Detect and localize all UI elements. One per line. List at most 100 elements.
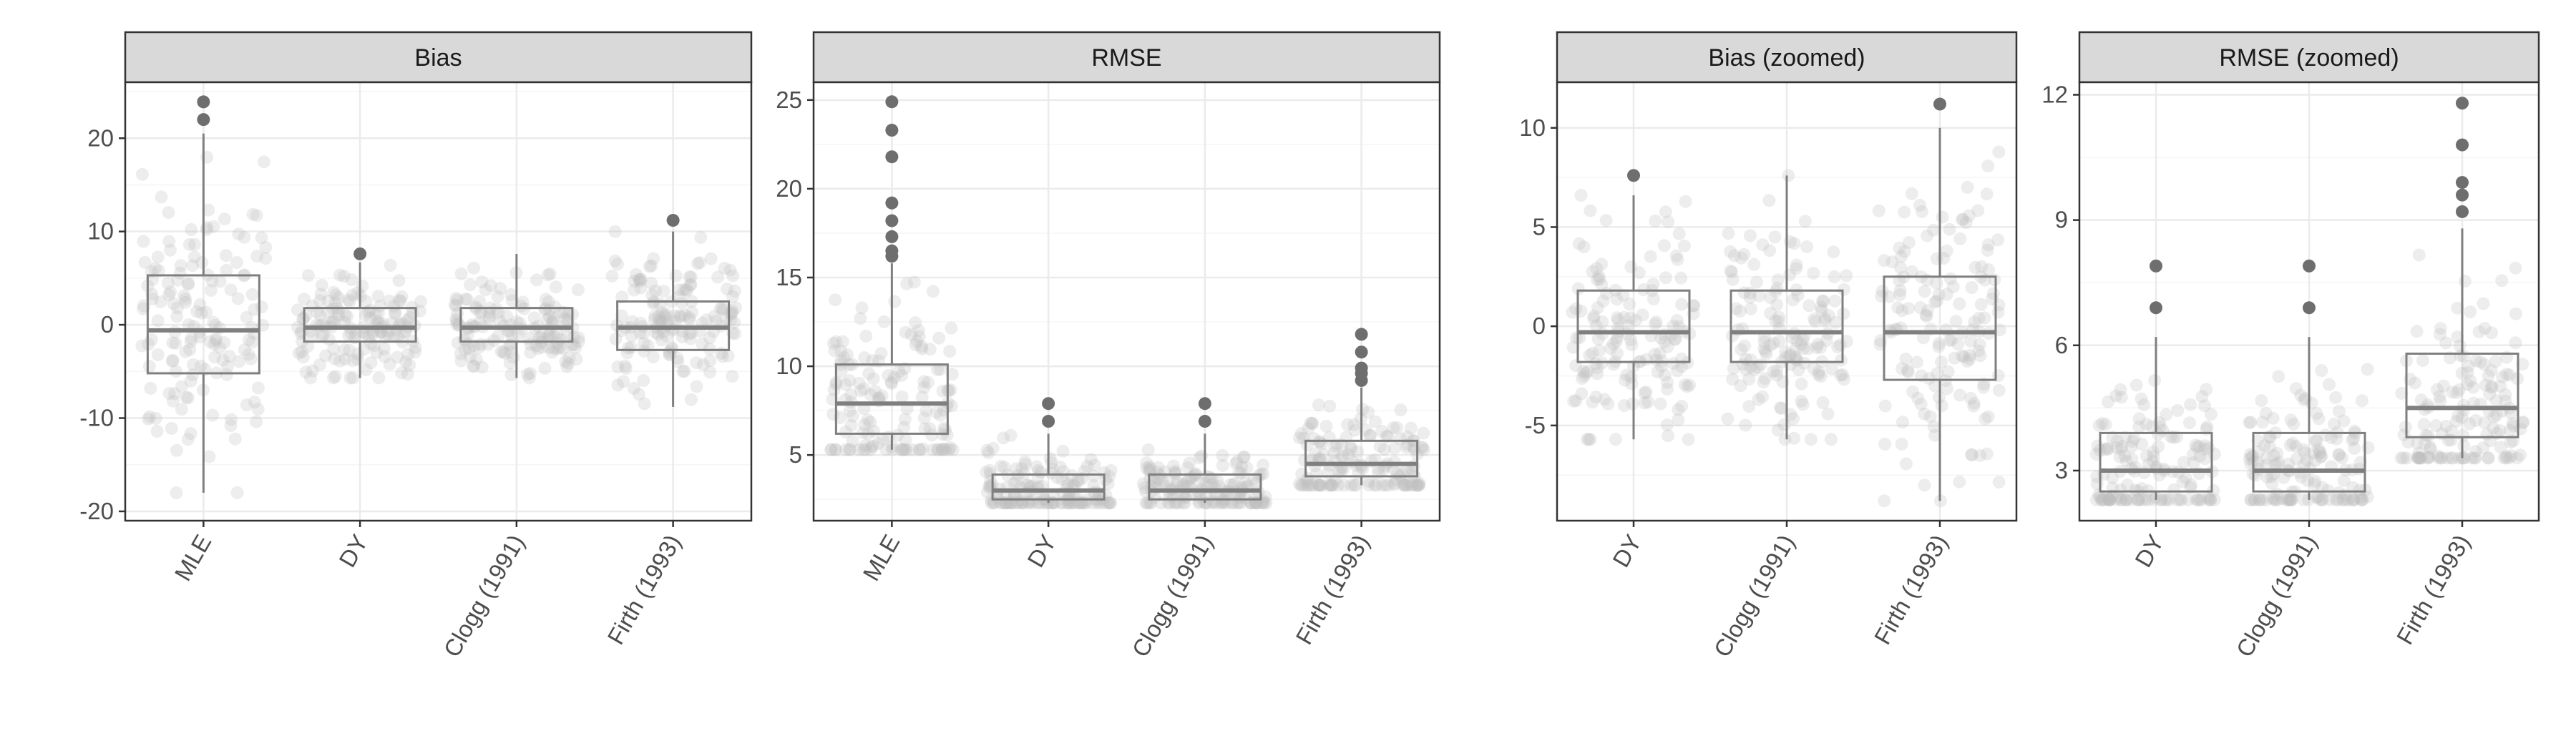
jitter-point	[395, 366, 409, 380]
jitter-point	[684, 278, 698, 292]
jitter-point	[2313, 446, 2327, 459]
jitter-point	[637, 374, 650, 387]
jitter-point	[1721, 412, 1735, 426]
jitter-point	[1651, 365, 1664, 378]
jitter-point	[1398, 478, 1412, 492]
jitter-point	[1787, 412, 1800, 426]
jitter-point	[1417, 443, 1430, 456]
jitter-point	[187, 237, 201, 251]
jitter-point	[657, 285, 670, 298]
jitter-point	[2102, 395, 2115, 408]
jitter-point	[1738, 339, 1752, 353]
jitter-point	[1259, 496, 1273, 510]
jitter-point	[1922, 372, 1936, 386]
jitter-point	[2416, 353, 2429, 367]
jitter-point	[1727, 249, 1741, 262]
jitter-point	[1216, 459, 1229, 472]
jitter-point	[359, 363, 373, 377]
jitter-point	[1836, 368, 1850, 381]
jitter-point	[233, 355, 246, 368]
jitter-point	[541, 333, 555, 346]
jitter-point	[683, 313, 696, 326]
jitter-point	[1639, 386, 1653, 399]
jitter-point	[2200, 383, 2213, 396]
outlier-point	[1042, 415, 1055, 428]
jitter-point	[2125, 440, 2138, 453]
jitter-point	[315, 330, 328, 343]
jitter-point	[2414, 393, 2428, 407]
jitter-point	[1963, 352, 1976, 365]
jitter-point	[329, 288, 343, 302]
jitter-point	[630, 267, 643, 281]
jitter-point	[378, 350, 391, 363]
jitter-point	[326, 314, 340, 328]
jitter-point	[728, 327, 742, 340]
jitter-point	[343, 295, 356, 308]
jitter-point	[2119, 493, 2132, 506]
jitter-point	[2270, 446, 2284, 460]
jitter-point	[1768, 230, 1782, 244]
jitter-point	[633, 275, 647, 288]
jitter-point	[2314, 451, 2328, 464]
jitter-point	[401, 313, 414, 327]
jitter-point	[549, 280, 562, 294]
jitter-point	[1192, 476, 1206, 489]
jitter-point	[621, 341, 635, 355]
jitter-point	[1104, 463, 1118, 477]
jitter-point	[1930, 252, 1943, 265]
jitter-point	[1226, 478, 1240, 491]
jitter-point	[1326, 478, 1340, 492]
jitter-point	[2504, 436, 2517, 449]
jitter-point	[213, 275, 227, 288]
jitter-point	[138, 255, 152, 269]
jitter-point	[1953, 388, 1966, 402]
jitter-point	[1733, 305, 1747, 318]
jitter-point	[1661, 383, 1674, 396]
outlier-point	[1355, 345, 1368, 359]
jitter-point	[1232, 466, 1246, 479]
jitter-point	[1584, 433, 1597, 446]
jitter-point	[1641, 396, 1655, 408]
jitter-point	[2135, 493, 2149, 506]
jitter-point	[409, 341, 422, 354]
jitter-point	[2457, 428, 2469, 442]
jitter-point	[700, 313, 713, 327]
jitter-point	[696, 358, 710, 371]
jitter-point	[170, 486, 183, 499]
jitter-point	[655, 305, 668, 319]
jitter-point	[1577, 369, 1591, 383]
jitter-point	[1759, 345, 1772, 358]
jitter-point	[296, 350, 310, 364]
jitter-point	[2353, 456, 2367, 469]
jitter-point	[167, 297, 180, 310]
jitter-point	[1827, 245, 1840, 259]
jitter-point	[1896, 416, 1909, 429]
jitter-point	[1724, 245, 1737, 258]
jitter-point	[2484, 363, 2498, 377]
jitter-point	[1229, 456, 1243, 470]
jitter-point	[1411, 478, 1425, 492]
jitter-point	[1974, 448, 1987, 462]
jitter-point	[2099, 443, 2112, 456]
jitter-point	[1337, 449, 1350, 463]
jitter-point	[980, 443, 994, 457]
jitter-point	[1292, 477, 1306, 491]
jitter-point	[345, 273, 358, 286]
jitter-point	[2096, 417, 2109, 430]
jitter-point	[1790, 262, 1802, 275]
jitter-point	[331, 291, 345, 305]
y-tick-label: -10	[79, 405, 114, 431]
jitter-point	[716, 350, 729, 363]
jitter-point	[1341, 418, 1355, 431]
jitter-point	[1678, 239, 1691, 252]
jitter-point	[1782, 169, 1795, 182]
jitter-point	[1963, 335, 1977, 348]
jitter-point	[2483, 388, 2497, 401]
jitter-point	[472, 340, 486, 354]
jitter-point	[917, 381, 931, 394]
jitter-point	[1807, 313, 1821, 325]
jitter-point	[328, 352, 341, 365]
jitter-point	[1644, 250, 1657, 263]
jitter-point	[676, 365, 690, 378]
jitter-point	[1674, 271, 1688, 285]
